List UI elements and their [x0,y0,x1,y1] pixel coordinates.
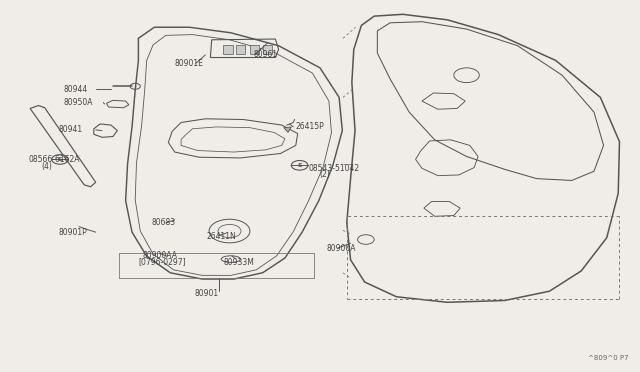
Text: (2): (2) [320,170,330,179]
Text: [0796-0297]: [0796-0297] [138,257,186,266]
Text: 80683: 80683 [151,218,175,227]
Bar [262,45,272,54]
Text: 80900AA: 80900AA [143,251,178,260]
Text: S: S [298,163,302,168]
Polygon shape [284,127,291,132]
Text: 80941: 80941 [59,125,83,134]
Text: 80900A: 80900A [326,244,356,253]
Text: 80901: 80901 [195,289,219,298]
Text: 26411N: 26411N [207,232,236,241]
Bar [236,45,246,54]
Text: 08543-51042: 08543-51042 [308,164,360,173]
Text: 80961: 80961 [253,51,277,60]
Text: 80950A: 80950A [64,98,93,107]
Text: ^809^0 P7: ^809^0 P7 [588,355,629,361]
Text: 26415P: 26415P [296,122,324,131]
Text: (4): (4) [42,161,52,170]
Text: 80901E: 80901E [175,59,204,68]
Text: 08566-6162A: 08566-6162A [28,155,79,164]
Text: 80944: 80944 [64,85,88,94]
Text: 80901P: 80901P [59,228,88,237]
Bar [223,45,233,54]
Text: 80933M: 80933M [223,258,254,267]
Text: S: S [58,157,62,162]
Bar [250,45,259,54]
